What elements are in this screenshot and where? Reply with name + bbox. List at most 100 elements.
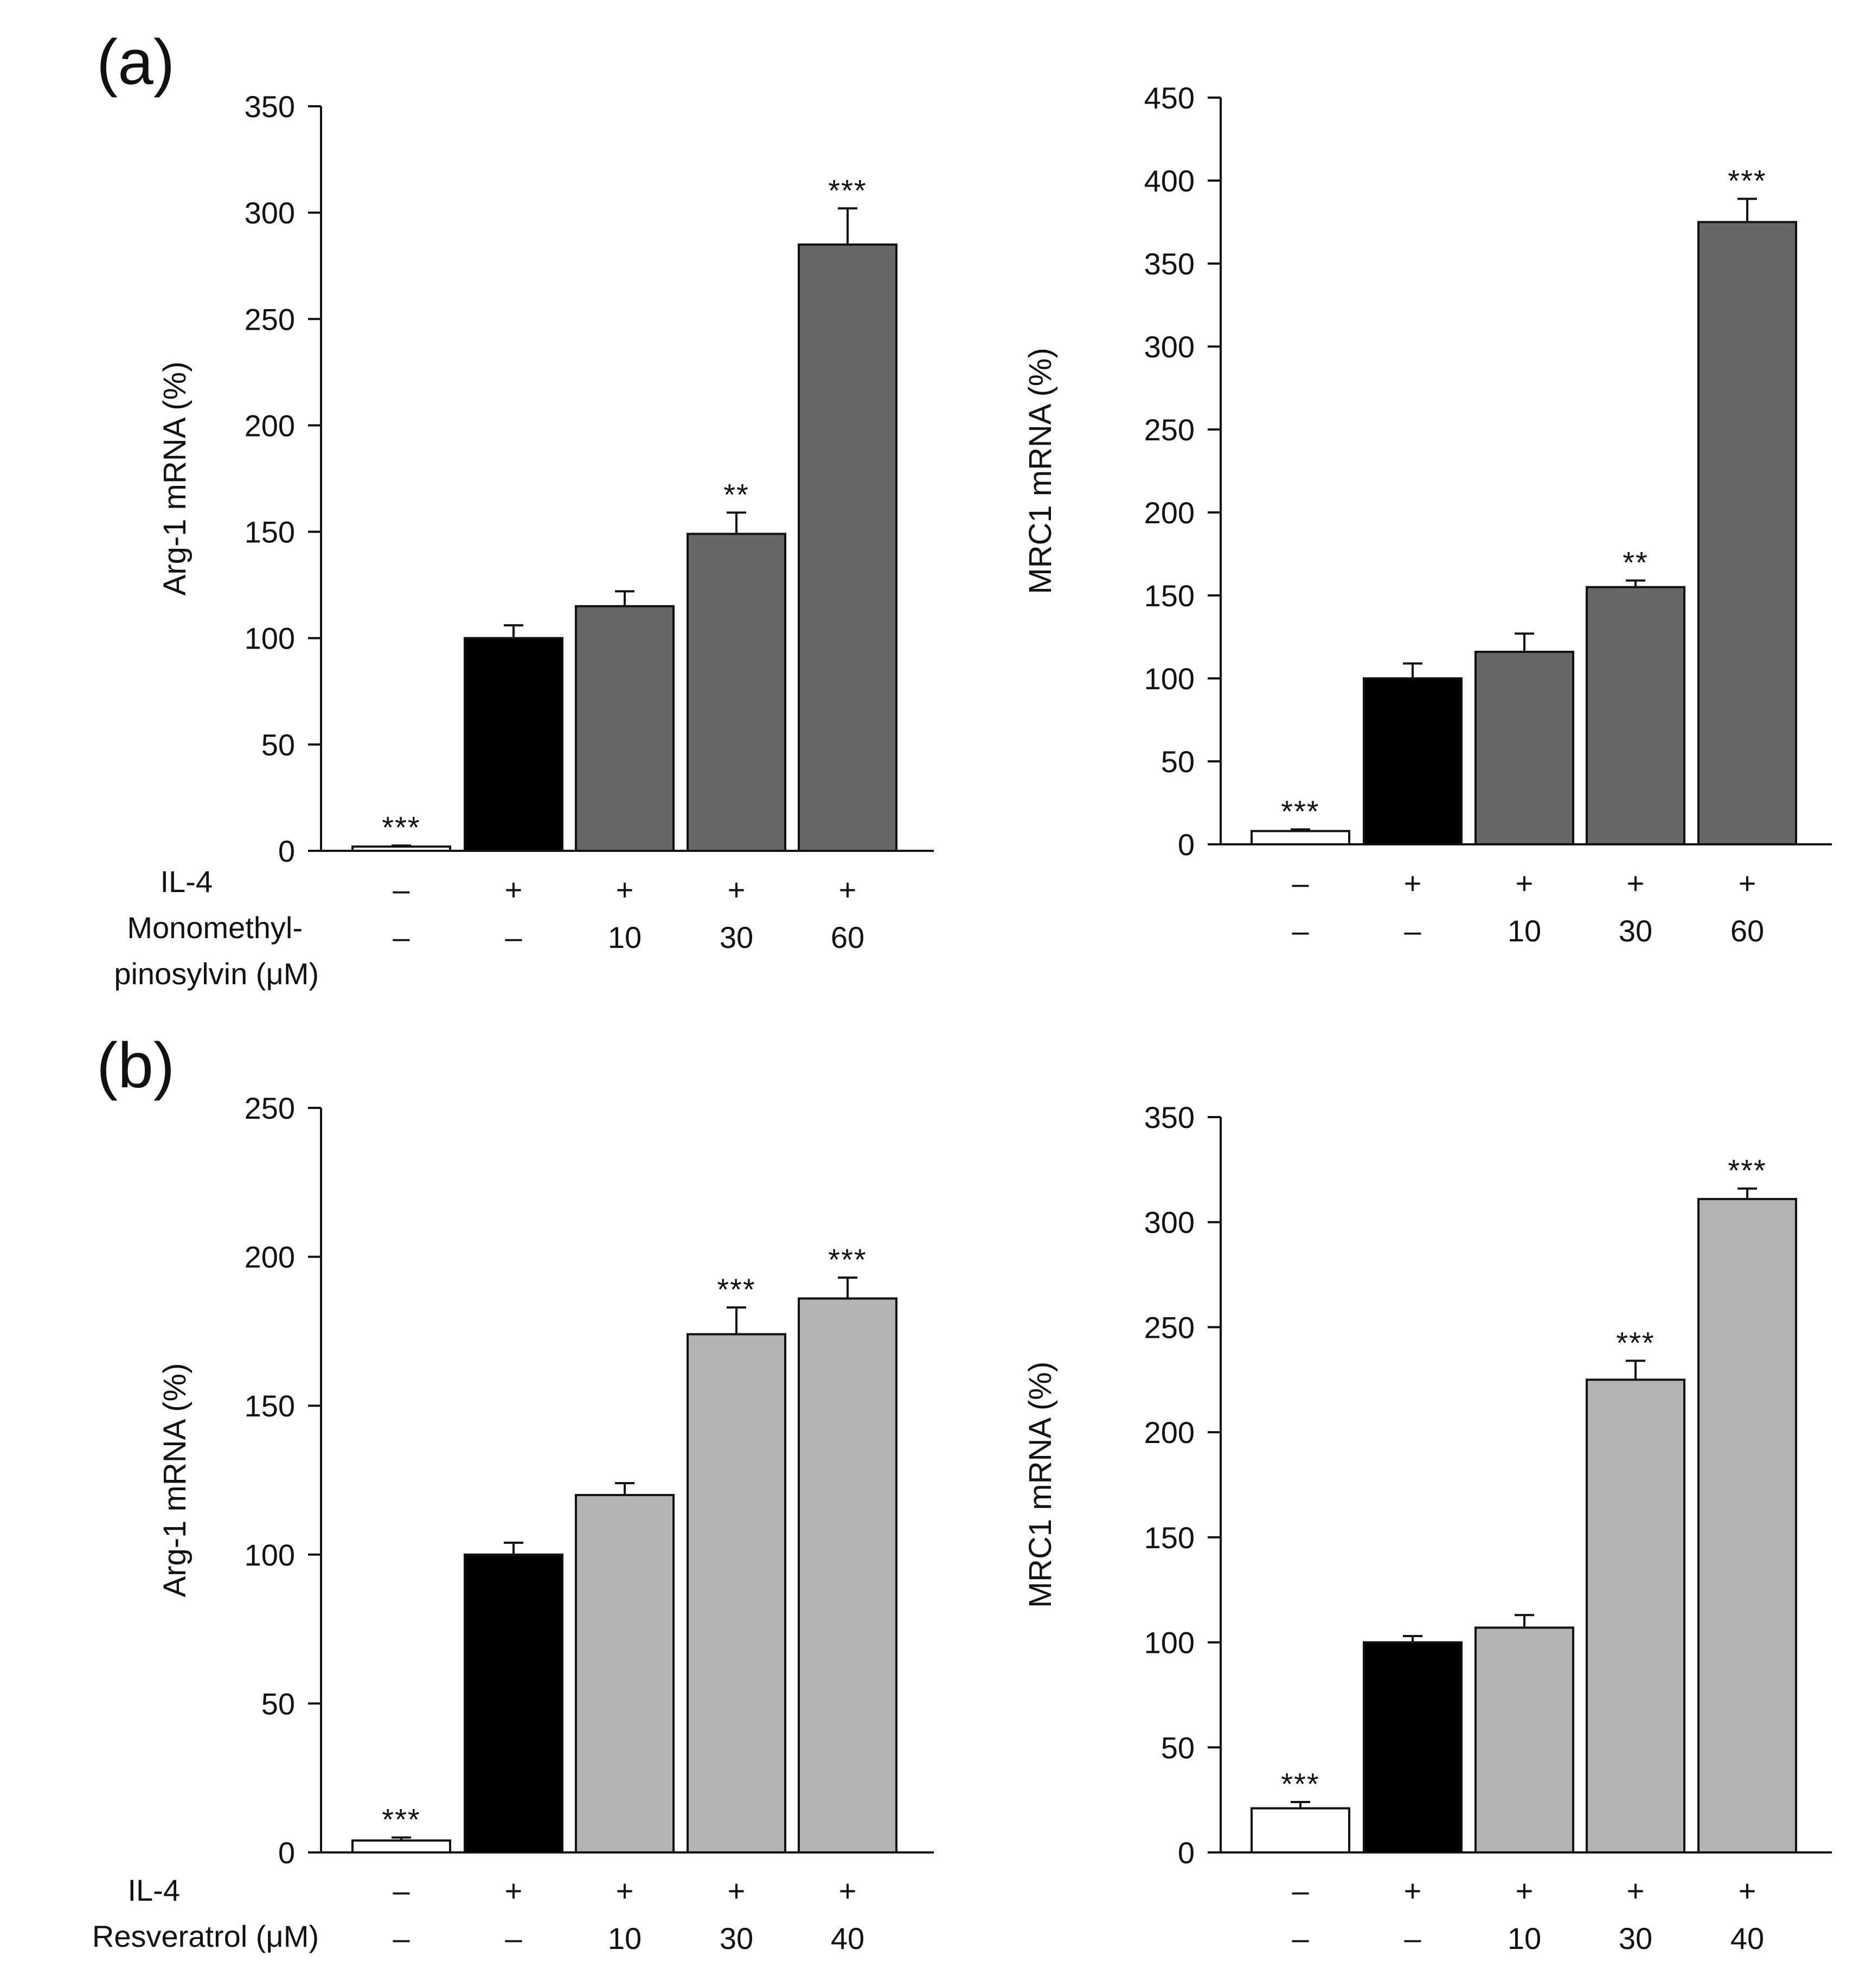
chart-2-significance-4: *** bbox=[828, 1242, 867, 1277]
chart-1-dose-label-2: 10 bbox=[1508, 914, 1541, 948]
chart-1-y-tick-label: 350 bbox=[1144, 247, 1195, 281]
chart-2-y-axis-title: Arg-1 mRNA (%) bbox=[157, 1363, 193, 1598]
chart-0-dose-label-4: 60 bbox=[831, 920, 864, 954]
chart-1-il4-label-2: + bbox=[1516, 866, 1534, 900]
chart-0-significance-0: *** bbox=[382, 810, 420, 844]
chart-0-dose-label-1: – bbox=[505, 920, 522, 954]
chart-a-mrc1: 0 50 100 150 200 250 300 350 400 450 MRC1 mRNA (%)… bbox=[1023, 81, 1832, 948]
chart-3-dose-label-1: – bbox=[1404, 1921, 1421, 1955]
chart-1-dose-label-4: 60 bbox=[1730, 914, 1764, 948]
chart-0-y-tick-label: 100 bbox=[245, 621, 295, 656]
chart-b-mrc1: 0 50 100 150 200 250 300 350 MRC1 mRNA (%) *** – – +… bbox=[1023, 1100, 1832, 1955]
chart-1-y-tick-label: 50 bbox=[1161, 745, 1195, 779]
chart-3-dose-label-3: 30 bbox=[1619, 1921, 1652, 1955]
panel-b-row: (b) IL-4 Resveratrol (μM) bbox=[92, 1030, 319, 1953]
row-label-il4-a: IL-4 bbox=[161, 864, 213, 899]
chart-3-y-tick-label: 250 bbox=[1144, 1310, 1195, 1344]
chart-0-y-tick-label: 300 bbox=[245, 196, 295, 230]
chart-2-il4-label-4: + bbox=[839, 1874, 857, 1908]
chart-1-bar-1 bbox=[1363, 677, 1463, 845]
chart-3-y-tick-label: 300 bbox=[1144, 1205, 1195, 1240]
chart-1-y-tick-label: 0 bbox=[1178, 828, 1195, 862]
chart-3-y-axis-title: MRC1 mRNA (%) bbox=[1023, 1362, 1058, 1608]
chart-2-y-tick-label: 200 bbox=[245, 1240, 295, 1274]
row-label-drug-a-line1: Monomethyl- bbox=[127, 910, 303, 945]
chart-3-dose-label-2: 10 bbox=[1508, 1921, 1541, 1955]
chart-0-y-axis-title: Arg-1 mRNA (%) bbox=[157, 362, 193, 596]
chart-1-significance-4: *** bbox=[1728, 164, 1766, 198]
chart-1-il4-label-3: + bbox=[1627, 866, 1645, 900]
chart-0-dose-label-2: 10 bbox=[608, 920, 642, 954]
chart-a-arg1: 0 50 100 150 200 250 300 350 Arg-1 mRNA (%) *** – –… bbox=[157, 89, 934, 954]
chart-2-y-tick-label: 250 bbox=[245, 1091, 295, 1125]
chart-0-y-tick-label: 150 bbox=[245, 515, 295, 549]
chart-2-bar-2 bbox=[575, 1493, 675, 1854]
chart-1-bar-0 bbox=[1251, 830, 1350, 846]
chart-3-y-tick-label: 50 bbox=[1161, 1730, 1195, 1765]
chart-1-y-tick-label: 250 bbox=[1144, 413, 1195, 447]
chart-2-y-tick-label: 50 bbox=[261, 1686, 295, 1721]
chart-2-bar-1 bbox=[464, 1553, 563, 1854]
chart-3-bar-3 bbox=[1586, 1378, 1685, 1854]
chart-3-y-tick-label: 0 bbox=[1178, 1836, 1195, 1870]
chart-0-bar-1 bbox=[464, 637, 563, 852]
chart-3-il4-label-1: + bbox=[1404, 1874, 1422, 1908]
chart-3-dose-label-0: – bbox=[1292, 1921, 1309, 1955]
chart-2-bar-0 bbox=[351, 1839, 451, 1854]
chart-1-bar-2 bbox=[1474, 651, 1574, 846]
chart-2-dose-label-4: 40 bbox=[831, 1921, 864, 1955]
chart-2-y-tick-label: 150 bbox=[245, 1389, 295, 1423]
chart-0-il4-label-0: – bbox=[393, 873, 410, 907]
chart-3-significance-0: *** bbox=[1281, 1767, 1319, 1801]
chart-1-dose-label-1: – bbox=[1404, 914, 1421, 948]
row-label-drug-a-line2: pinosylvin (μM) bbox=[114, 957, 319, 991]
chart-1-y-tick-label: 200 bbox=[1144, 496, 1195, 530]
chart-b-arg1: 0 50 100 150 200 250 Arg-1 mRNA (%) *** – – + – +10 *… bbox=[157, 1091, 934, 1955]
chart-3-bar-0 bbox=[1251, 1807, 1350, 1854]
chart-1-y-axis-title: MRC1 mRNA (%) bbox=[1023, 348, 1058, 594]
chart-1-y-tick-label: 450 bbox=[1144, 81, 1195, 115]
chart-3-il4-label-0: – bbox=[1292, 1874, 1309, 1908]
chart-0-y-tick-label: 50 bbox=[261, 728, 295, 762]
chart-2-bar-3 bbox=[687, 1333, 786, 1854]
chart-3-dose-label-4: 40 bbox=[1730, 1921, 1764, 1955]
chart-0-y-tick-label: 250 bbox=[245, 302, 295, 336]
chart-2-y-tick-label: 0 bbox=[278, 1836, 295, 1870]
chart-1-il4-label-0: – bbox=[1292, 866, 1309, 900]
chart-1-y-tick-label: 150 bbox=[1144, 579, 1195, 613]
chart-2-dose-label-0: – bbox=[393, 1921, 410, 1955]
chart-3-il4-label-4: + bbox=[1739, 1874, 1756, 1908]
chart-0-il4-label-3: + bbox=[728, 873, 746, 907]
chart-1-bar-4 bbox=[1697, 221, 1797, 845]
chart-1-y-tick-label: 100 bbox=[1144, 662, 1195, 696]
chart-0-significance-4: *** bbox=[828, 173, 867, 207]
chart-2-y-tick-label: 100 bbox=[245, 1538, 295, 1572]
chart-2-dose-label-1: – bbox=[505, 1921, 522, 1955]
chart-0-bar-4 bbox=[798, 243, 897, 852]
chart-2-dose-label-3: 30 bbox=[720, 1921, 753, 1955]
chart-2-il4-label-2: + bbox=[616, 1874, 634, 1908]
row-label-il4-b: IL-4 bbox=[128, 1873, 181, 1907]
chart-1-y-tick-label: 300 bbox=[1144, 330, 1195, 364]
chart-3-y-tick-label: 200 bbox=[1144, 1415, 1195, 1450]
row-label-drug-b: Resveratrol (μM) bbox=[92, 1919, 319, 1953]
chart-3-bar-1 bbox=[1363, 1641, 1463, 1854]
chart-3-y-tick-label: 100 bbox=[1144, 1626, 1195, 1660]
chart-0-il4-label-4: + bbox=[839, 873, 857, 907]
chart-2-significance-3: *** bbox=[717, 1272, 755, 1306]
chart-1-il4-label-4: + bbox=[1739, 866, 1756, 900]
chart-1-il4-label-1: + bbox=[1404, 866, 1422, 900]
chart-0-il4-label-2: + bbox=[616, 873, 634, 907]
chart-3-il4-label-2: + bbox=[1516, 1874, 1534, 1908]
chart-3-bar-2 bbox=[1474, 1626, 1574, 1854]
chart-1-significance-3: ** bbox=[1623, 545, 1649, 579]
chart-1-dose-label-0: – bbox=[1292, 914, 1309, 948]
chart-1-bar-3 bbox=[1586, 586, 1685, 845]
chart-0-significance-3: ** bbox=[723, 477, 749, 511]
chart-2-bar-4 bbox=[798, 1297, 897, 1854]
chart-0-il4-label-1: + bbox=[505, 873, 523, 907]
chart-2-il4-label-3: + bbox=[728, 1874, 746, 1908]
chart-2-significance-0: *** bbox=[382, 1803, 420, 1837]
chart-2-il4-label-0: – bbox=[393, 1874, 410, 1908]
